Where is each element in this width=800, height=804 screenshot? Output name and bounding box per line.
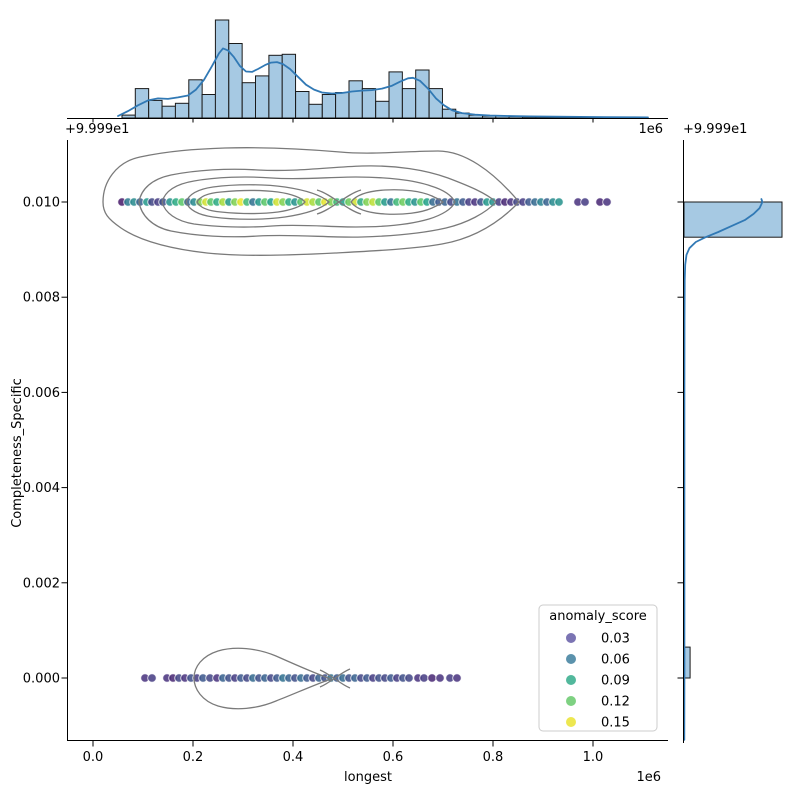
legend-swatch-0 (566, 633, 576, 643)
x-axis-label: longest (344, 770, 392, 785)
kde-contour-line (138, 165, 497, 238)
top-hist-bars (121, 19, 604, 119)
top-hist-kde-line (117, 47, 649, 119)
top-hist-bar (375, 100, 390, 119)
top-hist-bar (241, 82, 257, 119)
scatter-point (435, 673, 445, 683)
right-hist-bar (683, 201, 783, 238)
y-tick-label: 0.006 (23, 386, 60, 401)
scatter-point (147, 673, 157, 683)
legend-entry-3: 0.12 (566, 695, 630, 710)
scatter-points (117, 197, 612, 683)
scatter-point (602, 197, 612, 207)
legend-entry-4: 0.15 (566, 716, 630, 731)
y-tick-label: 0.000 (23, 672, 60, 687)
top-hist-bar (121, 114, 136, 119)
kde-contour-line (161, 176, 456, 228)
top-hist-bar (201, 94, 216, 119)
legend-label-1: 0.06 (601, 653, 630, 668)
top-hist-bar (268, 54, 283, 119)
x-multiplier-label: 1e6 (636, 770, 661, 785)
kde-contour-line (319, 669, 351, 689)
main-axis-ticks (61, 201, 594, 747)
x-tick-label: 0.4 (283, 750, 304, 765)
kde-contour-line (102, 147, 520, 256)
scatter-point (419, 673, 429, 683)
legend-label-2: 0.09 (601, 674, 630, 689)
top-hist-bar (335, 92, 350, 119)
top-hist-bar (161, 105, 176, 119)
x-tick-label: 0.6 (383, 750, 404, 765)
legend-entry-1: 0.06 (566, 653, 630, 668)
kde-contour-line (193, 647, 332, 710)
legend-label-4: 0.15 (601, 716, 630, 731)
y-tick-label: 0.010 (23, 196, 60, 211)
kde-contour-line (350, 189, 444, 215)
right-hist-kde-line (683, 198, 764, 741)
legend-entry-2: 0.09 (566, 674, 630, 689)
x-tick-label: 0.8 (483, 750, 504, 765)
main-plot: 0.0 0.2 0.4 0.6 0.8 1.0 0.0100.0080.0060.0040… (23, 140, 668, 765)
top-hist-bar (388, 71, 403, 119)
scatter-point (580, 197, 590, 207)
legend-swatch-4 (566, 717, 576, 727)
top-hist-bar (174, 102, 190, 119)
top-marginal-histogram (67, 19, 668, 123)
kde-contour-line (196, 189, 306, 215)
scatter-point (452, 673, 462, 683)
legend-entry-0: 0.03 (566, 632, 630, 647)
legend-label-0: 0.03 (601, 632, 630, 647)
top-hist-multiplier-label: 1e6 (638, 122, 663, 137)
y-tick-label: 0.008 (23, 291, 60, 306)
right-hist-bars (683, 201, 783, 679)
top-hist-bar (295, 91, 310, 119)
top-hist-bar (255, 75, 270, 119)
right-marginal-histogram (677, 140, 783, 743)
top-hist-bar (214, 19, 230, 119)
y-tick-labels: 0.010 0.008 0.006 0.004 0.002 0.000 (23, 196, 60, 687)
legend-swatch-2 (566, 675, 576, 685)
kde-contour-line (316, 189, 362, 215)
legend-label-3: 0.12 (601, 695, 630, 710)
top-hist-bar (361, 88, 377, 119)
y-tick-label: 0.002 (23, 576, 60, 591)
top-hist-bar (148, 99, 163, 119)
legend-swatch-3 (566, 696, 576, 706)
x-tick-label: 1.0 (583, 750, 604, 765)
top-hist-bar (308, 103, 323, 119)
x-tick-label: 0.2 (183, 750, 204, 765)
y-axis-label: Completeness_Specific (10, 378, 25, 528)
legend: anomaly_score 0.03 0.06 0.09 0.12 0.15 (538, 604, 658, 732)
scatter-point (404, 673, 414, 683)
top-hist-bar (415, 69, 430, 119)
right-hist-offset-label: +9.999e1 (683, 122, 747, 137)
kde-contour-line (185, 184, 330, 220)
y-tick-label: 0.004 (23, 481, 60, 496)
kde-contours (102, 147, 520, 710)
legend-title: anomaly_score (549, 609, 647, 624)
x-tick-label: 0.0 (83, 750, 104, 765)
top-hist-bar (401, 88, 417, 119)
scatter-point (427, 673, 437, 683)
legend-swatch-1 (566, 654, 576, 664)
y-offset-label: +9.999e1 (65, 122, 129, 137)
top-hist-bar (348, 80, 363, 119)
right-hist-ticks (677, 201, 684, 679)
top-hist-bar (321, 94, 337, 119)
top-hist-ticks (92, 118, 594, 123)
scatter-point (554, 197, 564, 207)
x-tick-labels: 0.0 0.2 0.4 0.6 0.8 1.0 (83, 750, 604, 765)
kde-contour-line (319, 668, 351, 688)
